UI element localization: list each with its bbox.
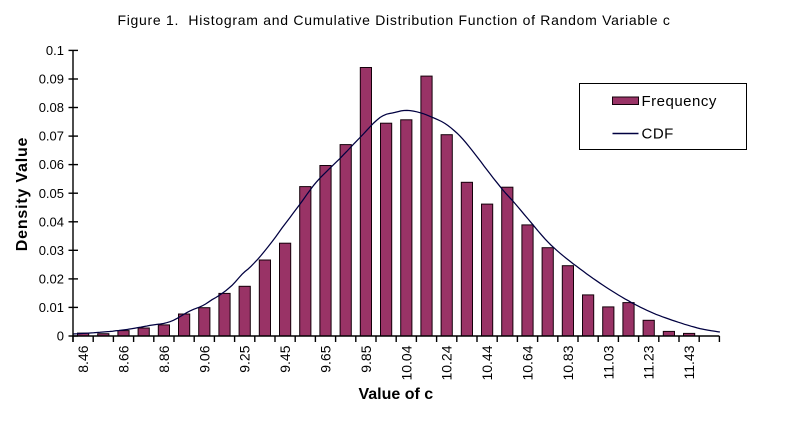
svg-text:CDF: CDF [642,125,674,142]
svg-text:0.02: 0.02 [39,272,64,287]
svg-text:0.08: 0.08 [39,100,64,115]
svg-text:0: 0 [57,329,64,344]
svg-text:8.86: 8.86 [156,345,172,372]
svg-text:11.43: 11.43 [681,345,697,379]
svg-text:9.65: 9.65 [318,345,334,372]
svg-text:8.66: 8.66 [116,345,132,372]
svg-text:Density Value: Density Value [14,137,31,251]
svg-text:9.06: 9.06 [196,345,212,372]
svg-text:11.23: 11.23 [641,345,657,379]
svg-text:9.45: 9.45 [277,345,293,372]
svg-text:10.44: 10.44 [479,345,495,380]
svg-text:8.46: 8.46 [75,345,91,372]
svg-text:0.06: 0.06 [39,157,64,172]
svg-text:10.04: 10.04 [398,345,414,380]
svg-text:Value of c: Value of c [358,386,433,403]
svg-text:0.01: 0.01 [39,300,64,315]
svg-text:0.05: 0.05 [39,186,64,201]
svg-text:9.25: 9.25 [237,345,253,372]
svg-text:Figure 1. Histogram and Cumul: Figure 1. Histogram and Cumulative Distr… [117,12,670,28]
svg-text:10.64: 10.64 [520,345,536,380]
svg-text:Frequency: Frequency [642,93,717,110]
svg-text:0.07: 0.07 [39,129,64,144]
svg-text:11.03: 11.03 [600,345,616,379]
svg-text:10.83: 10.83 [560,345,576,380]
svg-text:0.04: 0.04 [39,214,64,229]
svg-text:10.24: 10.24 [439,345,455,380]
svg-text:0.03: 0.03 [39,243,64,258]
svg-text:0.1: 0.1 [46,43,64,58]
svg-text:9.85: 9.85 [358,345,374,372]
svg-text:0.09: 0.09 [39,72,64,87]
